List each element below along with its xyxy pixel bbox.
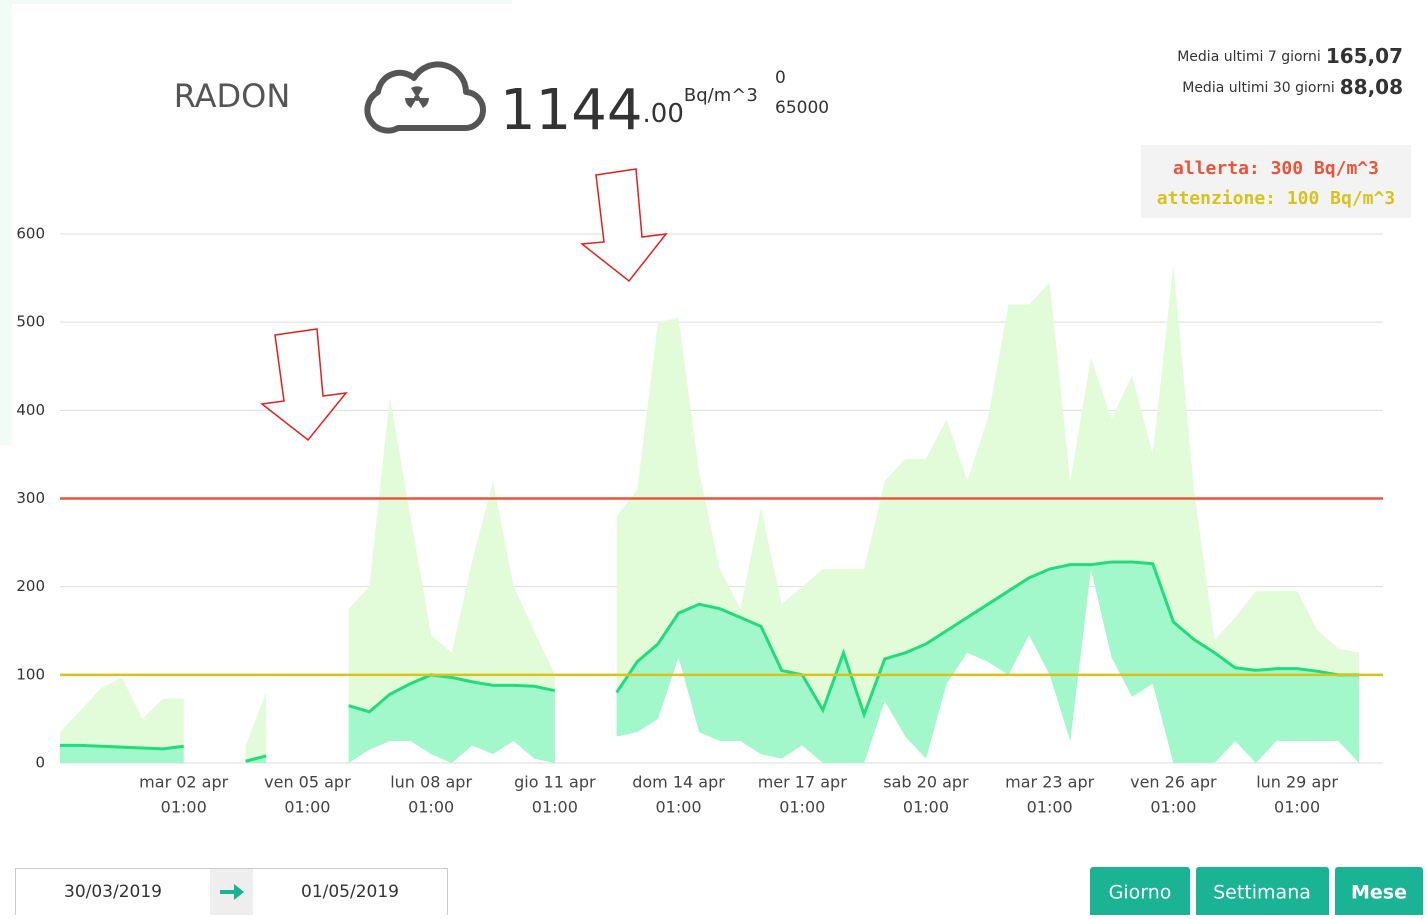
value-dec: .00 bbox=[643, 99, 684, 129]
threshold-box bbox=[1141, 145, 1411, 218]
avg30-label: Media ultimi 30 giorni bbox=[1182, 80, 1335, 96]
avg30-value: 88,08 bbox=[1340, 75, 1403, 99]
x-tick-label: 01:00 bbox=[1150, 798, 1196, 817]
range-max: 65000 bbox=[775, 98, 829, 118]
date-to[interactable]: 01/05/2019 bbox=[301, 882, 399, 902]
y-tick-label: 600 bbox=[16, 225, 45, 243]
y-tick-label: 400 bbox=[16, 401, 45, 419]
plot: 0 100 200 300 400 500 600 mar 02 apr 01:00 ven 05… bbox=[16, 225, 1383, 817]
button-label[interactable]: Mese bbox=[1351, 882, 1407, 904]
x-tick-label: 01:00 bbox=[1274, 798, 1320, 817]
x-tick-label: 01:00 bbox=[284, 798, 330, 817]
range-min: 0 bbox=[775, 68, 786, 88]
radon-icon bbox=[364, 61, 487, 134]
value-unit: Bq/m^3 bbox=[684, 85, 758, 106]
threshold-label: attenzione: 100 Bq/m^3 bbox=[1157, 188, 1395, 209]
button[interactable] bbox=[1196, 867, 1329, 919]
arrow-icon bbox=[220, 884, 244, 900]
annotation-arrow bbox=[580, 168, 668, 283]
range-area bbox=[245, 692, 267, 763]
y-tick-label: 200 bbox=[16, 577, 45, 595]
title: RADON bbox=[174, 77, 291, 115]
x-tick-label: ven 05 apr bbox=[264, 773, 351, 792]
x-tick-label: lun 29 apr bbox=[1256, 773, 1338, 792]
x-tick-label: 01:00 bbox=[1027, 798, 1073, 817]
button-label[interactable]: Settimana bbox=[1213, 882, 1311, 904]
x-tick-label: ven 26 apr bbox=[1130, 773, 1217, 792]
top-strip bbox=[0, 0, 512, 4]
mean-line bbox=[60, 743, 184, 751]
annotation-arrow bbox=[260, 328, 348, 442]
current-value: 1144.00Bq/m^3 bbox=[500, 78, 758, 143]
x-tick-label: 01:00 bbox=[779, 798, 825, 817]
date-from[interactable]: 30/03/2019 bbox=[64, 882, 162, 902]
button[interactable] bbox=[1335, 867, 1423, 919]
x-tick-label: 01:00 bbox=[655, 798, 701, 817]
button[interactable] bbox=[1090, 867, 1190, 919]
x-tick-label: 01:00 bbox=[408, 798, 454, 817]
x-tick-label: gio 11 apr bbox=[514, 773, 596, 792]
x-tick-label: dom 14 apr bbox=[632, 773, 725, 792]
x-tick-label: 01:00 bbox=[903, 798, 949, 817]
lower-area bbox=[348, 674, 555, 763]
threshold-legend: allerta: 300 Bq/m^3 attenzione: 100 Bq/m^… bbox=[1157, 158, 1395, 209]
range-area bbox=[348, 397, 555, 763]
avg30: Media ultimi 30 giorni 88,08 bbox=[1182, 75, 1403, 99]
x-tick-label: 01:00 bbox=[161, 798, 207, 817]
value-int: 1144 bbox=[500, 78, 643, 143]
avg7-label: Media ultimi 7 giorni bbox=[1177, 49, 1321, 65]
y-tick-label: 0 bbox=[35, 754, 45, 772]
mean-line bbox=[615, 560, 1359, 720]
y-tick-label: 300 bbox=[16, 489, 45, 507]
x-tick-label: 01:00 bbox=[532, 798, 578, 817]
threshold-label: allerta: 300 Bq/m^3 bbox=[1173, 158, 1379, 179]
x-tick-label: mar 23 apr bbox=[1005, 773, 1094, 792]
x-tick-label: sab 20 apr bbox=[883, 773, 969, 792]
avg7: Media ultimi 7 giorni 165,07 bbox=[1177, 44, 1403, 68]
x-tick-label: lun 08 apr bbox=[390, 773, 472, 792]
mean-line bbox=[348, 673, 556, 714]
mean-line bbox=[245, 754, 267, 763]
y-tick-label: 100 bbox=[16, 665, 45, 683]
lower-area bbox=[616, 561, 1359, 763]
range-area bbox=[60, 677, 184, 763]
button-label[interactable]: Giorno bbox=[1109, 882, 1172, 904]
x-tick-label: mer 17 apr bbox=[758, 773, 848, 792]
avg7-value: 165,07 bbox=[1326, 44, 1403, 68]
side-strip bbox=[0, 0, 12, 445]
x-tick-label: mar 02 apr bbox=[139, 773, 228, 792]
y-tick-label: 500 bbox=[16, 313, 45, 331]
